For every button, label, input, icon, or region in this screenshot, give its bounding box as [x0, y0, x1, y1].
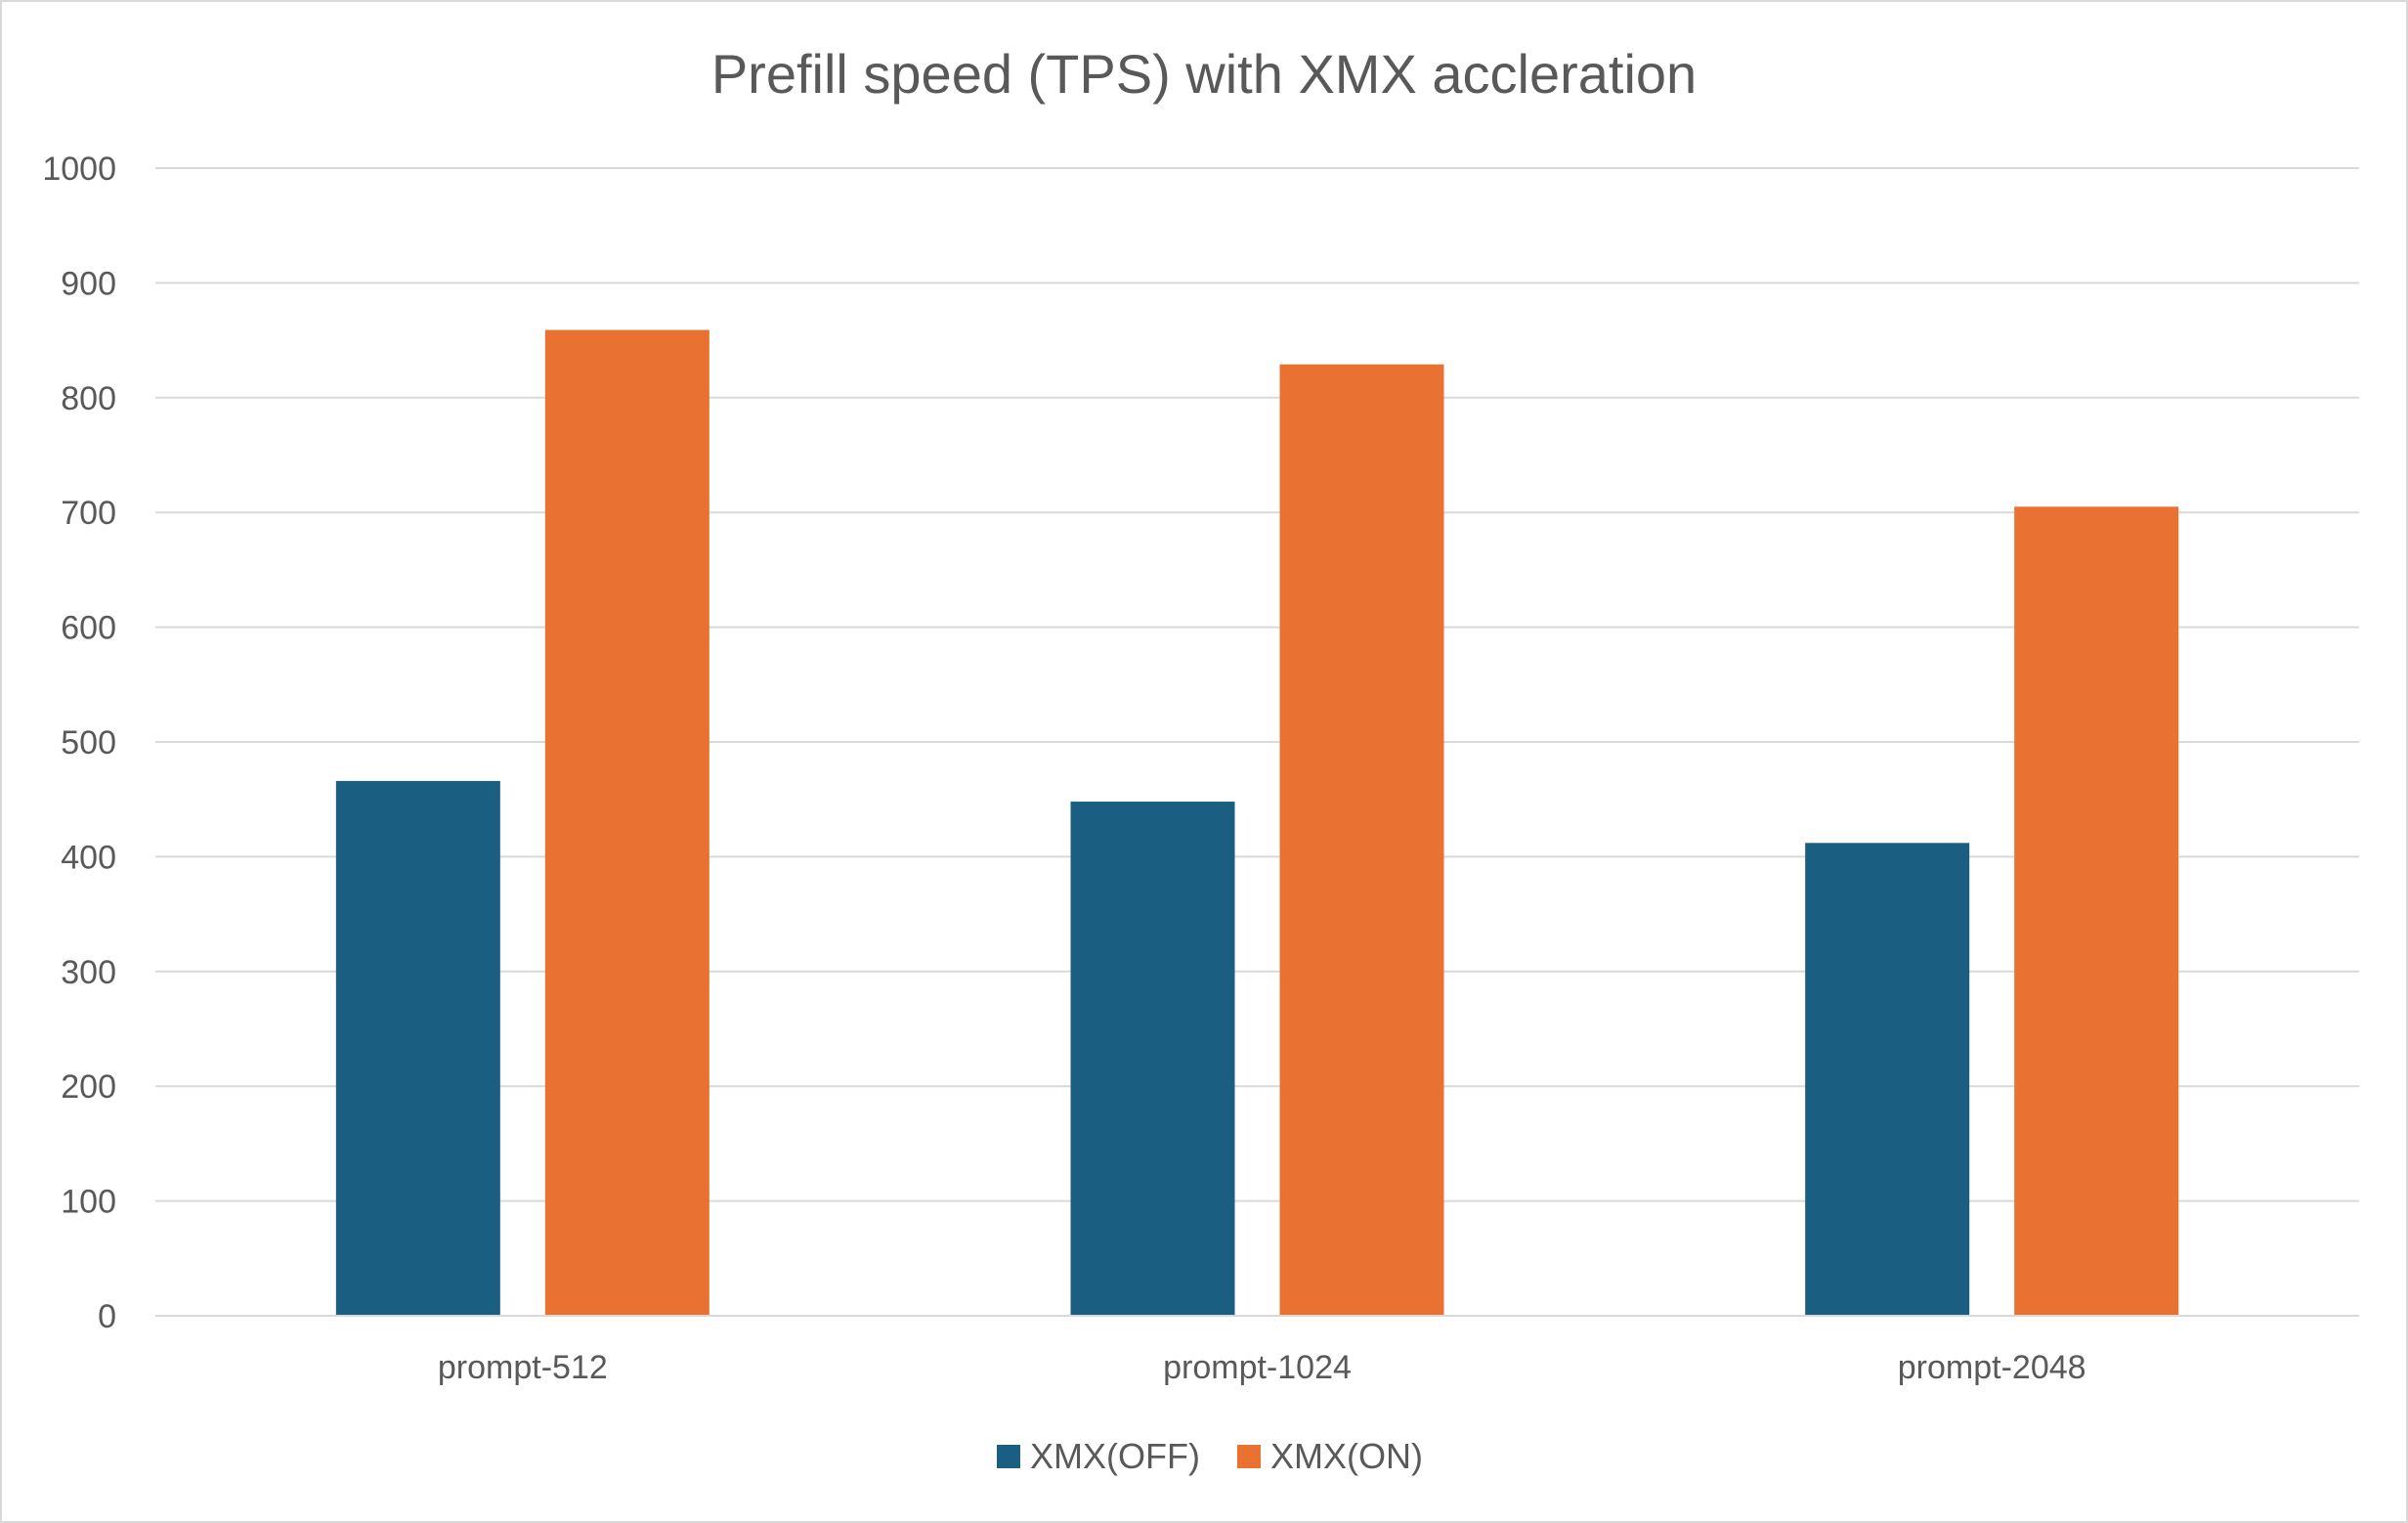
legend-label: XMX(OFF) — [1030, 1436, 1200, 1476]
y-tick-label: 800 — [61, 380, 116, 417]
x-tick-label: prompt-1024 — [1163, 1349, 1352, 1386]
bar-prompt-1024-XMX(ON) — [1279, 364, 1444, 1316]
x-tick-label: prompt-512 — [438, 1349, 608, 1386]
y-tick-label: 700 — [61, 495, 116, 532]
bars — [335, 329, 2179, 1316]
x-axis: prompt-512 prompt-1024 prompt-2048 — [155, 1315, 2359, 1386]
gridlines — [155, 167, 2359, 1202]
legend-swatch — [1237, 1445, 1261, 1468]
legend-label: XMX(ON) — [1270, 1436, 1423, 1476]
y-tick-label: 200 — [61, 1068, 116, 1106]
y-tick-label: 0 — [98, 1298, 116, 1335]
bar-prompt-512-XMX(OFF) — [335, 780, 500, 1316]
y-axis-ticks: 0 100 200 300 400 500 600 700 800 900 1000 — [42, 151, 116, 1335]
legend: XMX(OFF) XMX(ON) — [997, 1436, 1423, 1476]
y-tick-label: 500 — [61, 724, 116, 762]
y-tick-label: 900 — [61, 265, 116, 302]
bar-prompt-512-XMX(ON) — [544, 329, 710, 1316]
legend-swatch — [997, 1445, 1020, 1468]
bar-prompt-1024-XMX(OFF) — [1070, 802, 1235, 1316]
y-tick-label: 100 — [61, 1184, 116, 1221]
x-tick-label: prompt-2048 — [1898, 1349, 2086, 1386]
bar-prompt-2048-XMX(OFF) — [1805, 843, 1970, 1316]
y-tick-label: 1000 — [42, 151, 116, 188]
y-tick-label: 600 — [61, 610, 116, 647]
y-tick-label: 400 — [61, 839, 116, 876]
chart-title: Prefill speed (TPS) with XMX accleration — [711, 43, 1697, 105]
y-tick-label: 300 — [61, 954, 116, 991]
bar-prompt-2048-XMX(ON) — [2014, 506, 2179, 1316]
